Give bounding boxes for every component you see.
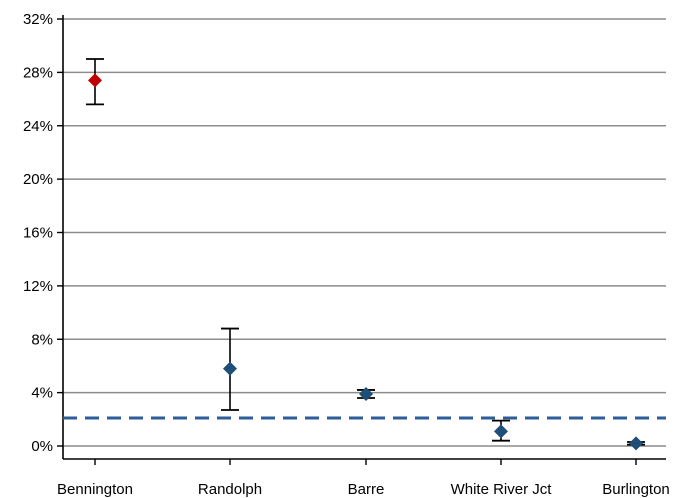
y-tick-label: 24% xyxy=(23,118,53,135)
y-tick-label: 16% xyxy=(23,225,53,242)
data-point-diamond xyxy=(88,73,102,88)
gridlines xyxy=(63,18,666,447)
data-point-diamond xyxy=(629,436,643,451)
data-point-diamond xyxy=(223,361,237,376)
data-markers xyxy=(88,73,643,451)
y-tick-label: 8% xyxy=(31,331,53,348)
data-point-diamond xyxy=(494,424,508,439)
data-point-diamond xyxy=(359,386,373,401)
axes xyxy=(57,15,666,465)
x-tick-label: Randolph xyxy=(198,481,262,498)
x-tick-label: White River Jct xyxy=(451,481,553,498)
tick-labels: 0% 4% 8% 12% 16% 20% 24% 28% 32% Bennington Randol… xyxy=(23,11,670,498)
y-tick-label: 28% xyxy=(23,64,53,81)
x-tick-label: Bennington xyxy=(57,481,133,498)
error-bars xyxy=(86,58,645,446)
y-tick-label: 12% xyxy=(23,278,53,295)
y-tick-label: 32% xyxy=(23,11,53,28)
x-tick-label: Burlington xyxy=(602,481,670,498)
y-tick-label: 20% xyxy=(23,171,53,188)
y-tick-label: 0% xyxy=(31,438,53,455)
x-tick-label: Barre xyxy=(348,481,385,498)
y-tick-label: 4% xyxy=(31,385,53,402)
